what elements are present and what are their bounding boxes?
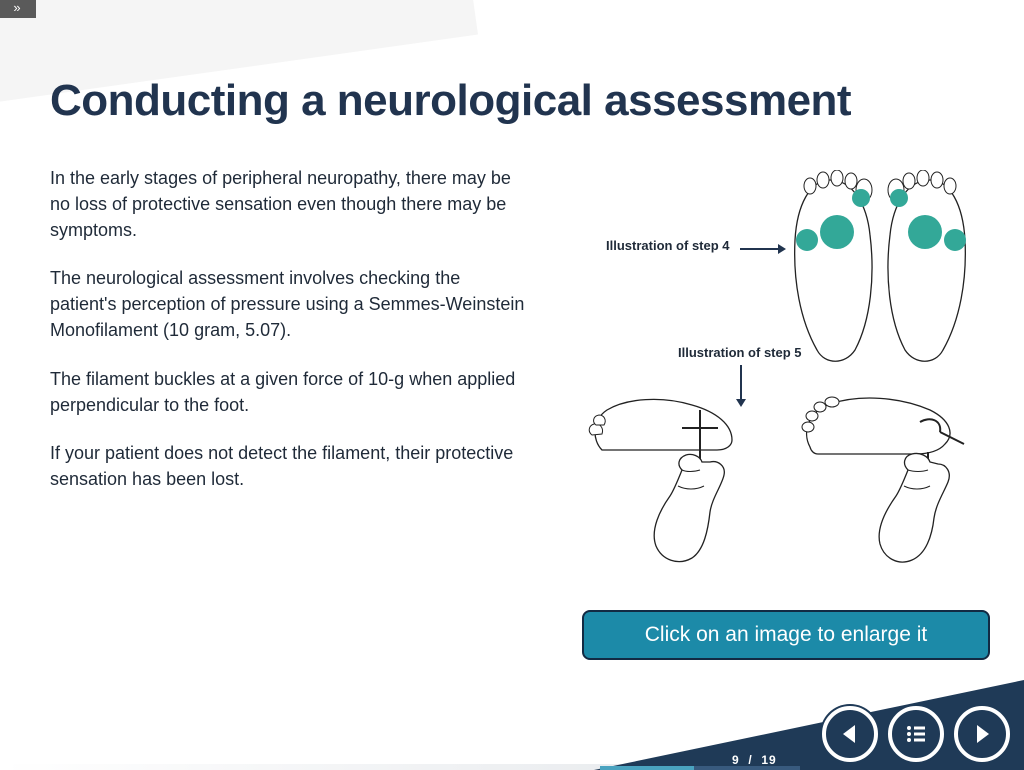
nav-button-group xyxy=(822,706,1010,762)
paragraph: If your patient does not detect the fila… xyxy=(50,440,530,492)
page-separator: / xyxy=(748,753,752,767)
paragraph: The neurological assessment involves che… xyxy=(50,265,530,343)
progress-fill xyxy=(600,766,694,770)
prev-button[interactable] xyxy=(822,706,878,762)
menu-list-icon xyxy=(903,721,929,747)
expand-sidebar-tab[interactable]: » xyxy=(0,0,36,18)
next-button[interactable] xyxy=(954,706,1010,762)
enlarge-button-label: Click on an image to enlarge it xyxy=(645,623,928,646)
body-text-block: In the early stages of peripheral neurop… xyxy=(50,165,530,514)
arrow-left-icon xyxy=(837,721,863,747)
illustration-panel: Illustration of step 4 Illustration of s… xyxy=(570,170,990,590)
monofilament-buckle-illustration[interactable] xyxy=(790,392,990,572)
page-total: 19 xyxy=(761,753,776,767)
expand-icon: » xyxy=(13,0,22,15)
page-current: 9 xyxy=(732,753,740,767)
feet-soles-illustration[interactable] xyxy=(775,170,985,370)
monofilament-perpendicular-illustration[interactable] xyxy=(582,390,772,570)
enlarge-image-button[interactable]: Click on an image to enlarge it xyxy=(582,610,990,660)
paragraph: The filament buckles at a given force of… xyxy=(50,366,530,418)
page-title: Conducting a neurological assessment xyxy=(50,76,984,126)
slide-container: » Conducting a neurological assessment I… xyxy=(0,0,1024,770)
paragraph: In the early stages of peripheral neurop… xyxy=(50,165,530,243)
arrow-right-icon xyxy=(969,721,995,747)
page-indicator: 9 / 19 xyxy=(732,753,777,767)
menu-button[interactable] xyxy=(888,706,944,762)
illustration-label-step4: Illustration of step 4 xyxy=(606,238,730,253)
